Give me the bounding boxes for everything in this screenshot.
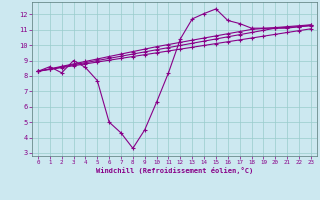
X-axis label: Windchill (Refroidissement éolien,°C): Windchill (Refroidissement éolien,°C) bbox=[96, 167, 253, 174]
